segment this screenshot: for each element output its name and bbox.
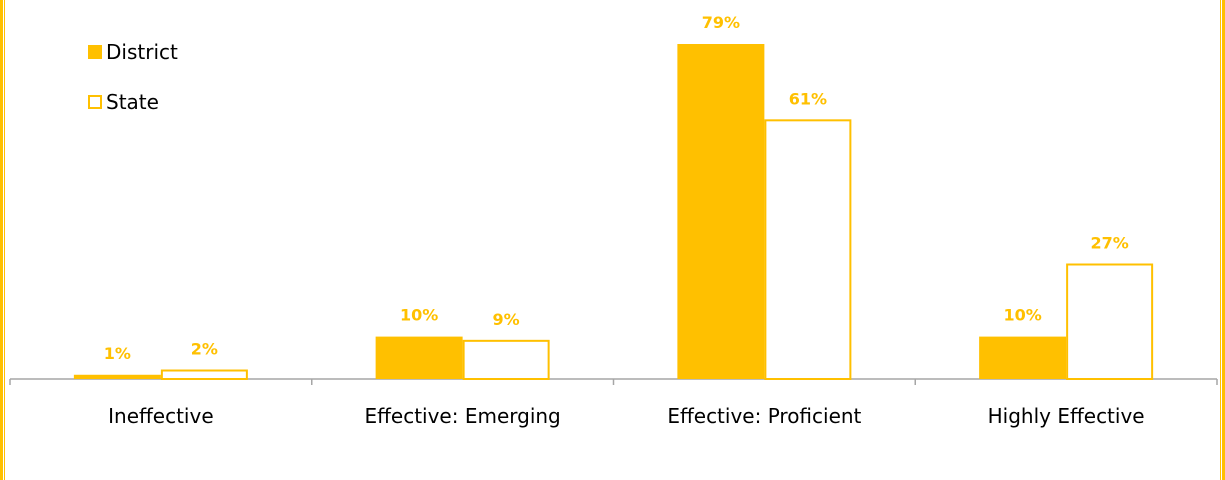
category-label-3: Effective: Proficient: [667, 404, 861, 428]
data-label-state-2: 9%: [493, 310, 520, 329]
bar-district-1: [73, 374, 161, 379]
legend-item-state: State: [88, 88, 178, 116]
data-label-district-1: 1%: [104, 344, 131, 363]
bar-state-2: [462, 339, 550, 381]
legend-swatch-state: [88, 95, 102, 109]
category-label-4: Highly Effective: [988, 404, 1145, 428]
bar-state-3: [764, 119, 852, 381]
legend-label-district: District: [106, 40, 178, 64]
data-label-district-3: 79%: [702, 13, 740, 32]
category-label-1: Ineffective: [108, 404, 214, 428]
bar-state-4: [1066, 263, 1154, 380]
legend-swatch-district: [88, 45, 102, 59]
frame-right-border: [1222, 0, 1225, 480]
legend-label-state: State: [106, 90, 159, 114]
frame-right-inner-line: [1220, 0, 1221, 480]
frame-left-inner-line: [4, 0, 5, 480]
bar-district-3: [677, 44, 765, 379]
data-label-state-1: 2%: [191, 340, 218, 359]
frame-left-border: [0, 0, 3, 480]
bar-state-1: [160, 369, 248, 380]
legend: District State: [88, 38, 178, 138]
data-label-state-4: 27%: [1090, 234, 1128, 253]
category-label-2: Effective: Emerging: [364, 404, 560, 428]
data-label-state-3: 61%: [789, 89, 827, 108]
legend-item-district: District: [88, 38, 178, 66]
bar-district-2: [375, 336, 463, 379]
data-label-district-4: 10%: [1003, 306, 1041, 325]
bar-district-4: [979, 336, 1067, 379]
data-label-district-2: 10%: [400, 306, 438, 325]
